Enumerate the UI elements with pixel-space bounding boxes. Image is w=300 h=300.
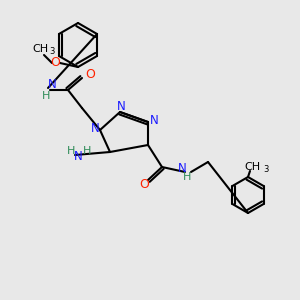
Text: H: H (67, 146, 75, 156)
Text: CH: CH (32, 44, 48, 54)
Text: 3: 3 (49, 47, 55, 56)
Text: H: H (83, 146, 91, 156)
Text: N: N (74, 151, 82, 164)
Text: 3: 3 (263, 166, 269, 175)
Text: N: N (178, 161, 186, 175)
Text: O: O (85, 68, 95, 80)
Text: O: O (139, 178, 149, 191)
Text: N: N (91, 122, 99, 136)
Text: O: O (50, 56, 60, 68)
Text: H: H (42, 91, 50, 101)
Text: N: N (48, 79, 56, 92)
Text: H: H (183, 172, 191, 182)
Text: N: N (117, 100, 125, 113)
Text: CH: CH (244, 162, 260, 172)
Text: N: N (150, 113, 158, 127)
